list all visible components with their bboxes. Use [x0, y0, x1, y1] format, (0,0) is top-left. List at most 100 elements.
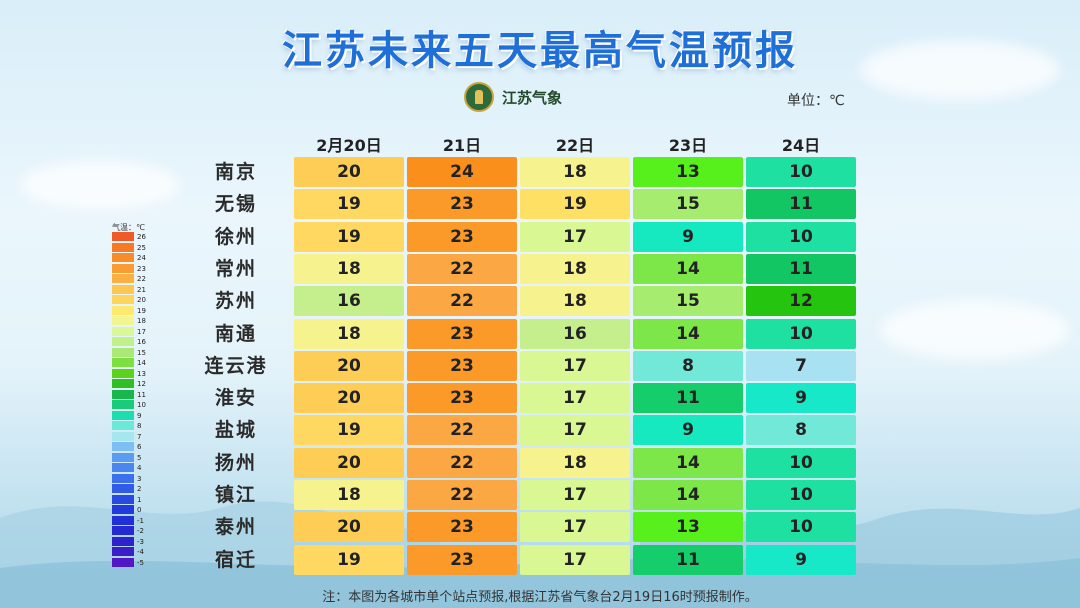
temperature-cell: 10 [746, 318, 856, 349]
legend-swatch [112, 410, 134, 420]
legend-label: 10 [137, 401, 146, 409]
legend-swatch [112, 358, 134, 368]
legend-label: 7 [137, 432, 142, 441]
temperature-cell: 23 [407, 544, 517, 575]
temperature-cell: 17 [520, 544, 630, 575]
city-label: 南京 [214, 161, 257, 183]
temperature-cell: 8 [746, 415, 856, 446]
legend-label: 13 [137, 369, 146, 378]
legend-swatch [112, 326, 134, 336]
temperature-cell: 11 [633, 383, 743, 414]
temperature-cell: 19 [294, 544, 404, 575]
column-header: 21日 [442, 136, 482, 155]
city-label: 淮安 [214, 387, 257, 410]
legend-swatch [112, 421, 134, 431]
brand-name: 江苏气象 [502, 88, 563, 107]
background-cloud [860, 40, 1060, 100]
legend-label: 22 [137, 275, 146, 283]
legend-swatch [112, 253, 134, 263]
city-label: 连云港 [204, 354, 268, 377]
temperature-cell: 13 [633, 157, 743, 187]
temperature-cell: 17 [520, 221, 630, 252]
temperature-cell: 14 [633, 447, 743, 478]
temperature-cell: 17 [520, 480, 630, 510]
city-label: 常州 [214, 257, 257, 280]
legend-swatch [112, 379, 134, 389]
legend-swatch [112, 242, 134, 252]
legend-label: -2 [137, 527, 144, 535]
temperature-cell: 20 [294, 350, 404, 381]
legend-label: 15 [137, 348, 146, 357]
legend-swatch [112, 263, 134, 273]
legend-swatch [112, 232, 134, 242]
legend-label: -3 [137, 537, 144, 546]
city-label: 苏州 [214, 290, 257, 313]
temperature-cell: 17 [520, 383, 630, 414]
legend-label: 8 [137, 422, 142, 430]
background-cloud [880, 300, 1070, 360]
background-cloud [20, 160, 180, 210]
temperature-cell: 20 [294, 447, 404, 478]
temperature-cell: 13 [633, 512, 743, 543]
temperature-cell: 17 [520, 512, 630, 543]
temperature-cell: 19 [294, 415, 404, 446]
unit-label: 单位：℃ [787, 93, 845, 109]
legend-swatch [112, 452, 134, 462]
column-header: 24日 [781, 136, 821, 155]
legend-swatch [112, 347, 134, 357]
temperature-cell: 20 [294, 157, 404, 187]
temperature-cell: 22 [407, 447, 517, 478]
legend-swatch [112, 557, 134, 567]
temperature-cell: 22 [407, 253, 517, 284]
temperature-cell: 14 [633, 480, 743, 510]
temperature-cell: 9 [746, 544, 856, 575]
legend-label: 14 [137, 359, 146, 367]
temperature-cell: 9 [746, 383, 856, 414]
temperature-cell: 9 [633, 221, 743, 252]
brand-logo: 江苏气象 [464, 82, 562, 112]
temperature-cell: 14 [633, 318, 743, 349]
temperature-cell: 22 [407, 286, 517, 317]
legend-label: 21 [137, 285, 146, 294]
legend-swatch [112, 400, 134, 410]
legend-swatch [112, 484, 134, 494]
temperature-cell: 10 [746, 221, 856, 252]
legend-label: 11 [137, 390, 146, 399]
legend-label: -5 [137, 558, 144, 567]
legend-swatch [112, 337, 134, 347]
temperature-cell: 10 [746, 447, 856, 478]
legend-swatch [112, 316, 134, 326]
legend-label: 4 [137, 464, 142, 472]
temperature-cell: 7 [746, 350, 856, 381]
footnote: 注：本图为各城市单个站点预报,根据江苏省气象台2月19日16时预报制作。 [322, 590, 758, 605]
city-label: 镇江 [214, 484, 257, 506]
city-label: 盐城 [214, 419, 257, 442]
legend-label: 20 [137, 296, 146, 304]
column-header: 23日 [668, 136, 708, 155]
legend-swatch [112, 473, 134, 483]
temperature-cell: 23 [407, 189, 517, 220]
legend-label: 9 [137, 411, 142, 420]
legend-label: 23 [137, 264, 146, 273]
city-label: 扬州 [214, 451, 257, 474]
legend-swatch [112, 536, 134, 546]
temperature-cell: 11 [746, 253, 856, 284]
page-title: 江苏未来五天最高气温预报 [282, 28, 798, 74]
column-header: 2月20日 [316, 136, 382, 155]
legend-swatch [112, 295, 134, 305]
temperature-cell: 20 [294, 512, 404, 543]
temperature-cell: 18 [294, 318, 404, 349]
legend-label: 18 [137, 317, 146, 325]
temperature-cell: 18 [520, 447, 630, 478]
legend-label: -4 [137, 548, 144, 556]
legend-label: 2 [137, 485, 142, 493]
temperature-cell: 10 [746, 157, 856, 187]
legend-label: 25 [137, 243, 146, 252]
temperature-cell: 18 [294, 253, 404, 284]
city-label: 徐州 [214, 225, 257, 248]
legend-label: 6 [137, 443, 142, 451]
temperature-cell: 19 [520, 189, 630, 220]
temperature-cell: 10 [746, 480, 856, 510]
temperature-cell: 15 [633, 189, 743, 220]
legend-swatch [112, 494, 134, 504]
